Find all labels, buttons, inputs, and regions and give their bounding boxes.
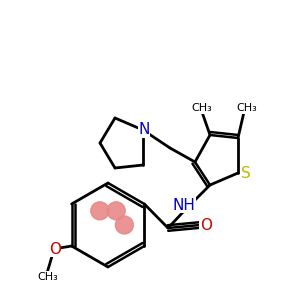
Text: NH: NH [172,197,195,212]
Text: O: O [200,218,212,232]
Text: CH₃: CH₃ [192,103,212,113]
Circle shape [107,202,125,220]
Text: N: N [138,122,150,137]
Text: O: O [49,242,61,256]
Text: S: S [241,166,251,181]
Circle shape [116,216,134,234]
Text: CH₃: CH₃ [237,103,257,113]
Text: CH₃: CH₃ [37,272,58,282]
Circle shape [91,202,109,220]
